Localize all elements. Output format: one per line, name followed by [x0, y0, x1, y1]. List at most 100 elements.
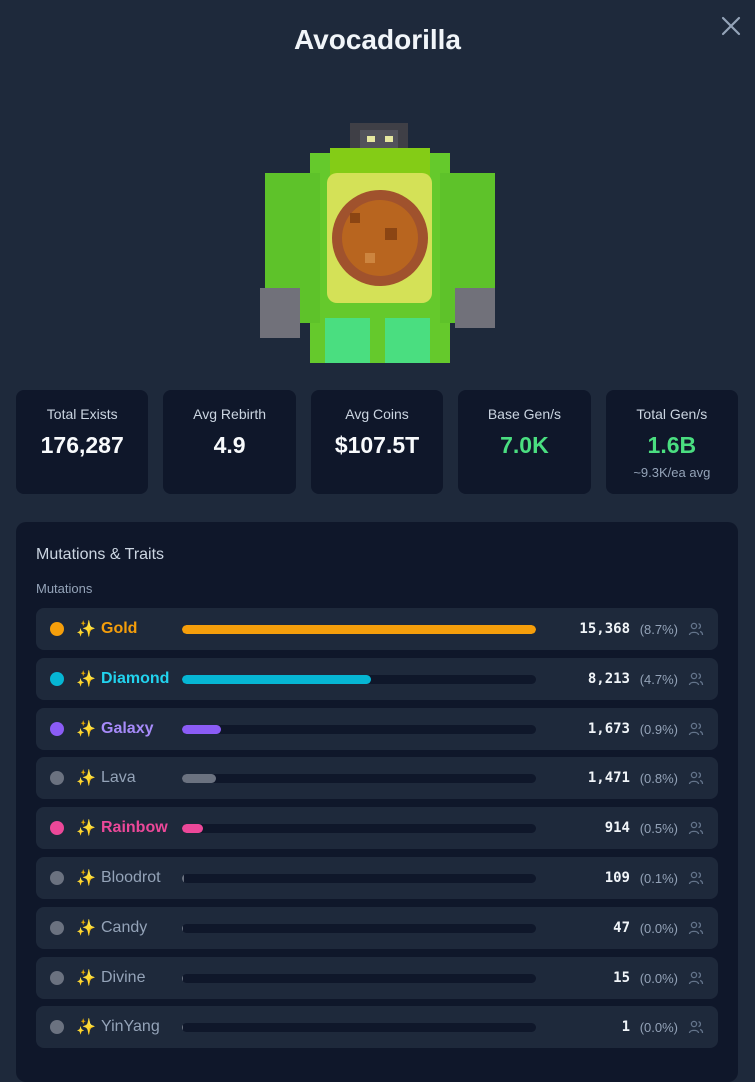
mutation-color-dot — [50, 970, 64, 985]
users-icon[interactable] — [688, 721, 704, 737]
users-icon[interactable] — [688, 970, 704, 986]
stats-row: Total Exists 176,287 Avg Rebirth 4.9 Avg… — [16, 390, 739, 494]
stat-label: Total Exists — [46, 406, 118, 422]
stat-subtext: ~9.3K/ea avg — [633, 465, 711, 480]
stat-label: Avg Rebirth — [193, 406, 267, 422]
mutation-bar-fill — [182, 1023, 184, 1033]
sparkles-icon: ✨ — [76, 720, 96, 738]
stat-base-gen: Base Gen/s 7.0K — [458, 390, 591, 494]
stat-value: 1.6B — [647, 432, 697, 458]
sparkles-icon: ✨ — [76, 621, 96, 638]
sparkles-icon: ✨ — [76, 919, 96, 937]
sparkles-icon: ✨ — [76, 670, 96, 688]
stat-value: 4.9 — [213, 432, 246, 458]
mutation-row[interactable]: ✨ YinYang 1 (0.0%) — [36, 1006, 718, 1049]
mutation-name: Gold — [101, 620, 138, 637]
mutation-percent: (4.7%) — [639, 671, 678, 687]
stat-total-exists: Total Exists 176,287 — [16, 390, 149, 494]
mutation-bar-track — [182, 774, 536, 784]
mutations-panel: Mutations & Traits Mutations ✨ Gold 15,368… — [16, 522, 738, 1082]
stat-value: 176,287 — [40, 432, 124, 458]
sparkles-icon: ✨ — [76, 969, 96, 987]
mutation-percent: (0.0%) — [639, 920, 678, 936]
mutation-bar-fill — [182, 674, 372, 684]
sparkles-icon: ✨ — [76, 1019, 96, 1037]
mutation-bar-fill — [182, 625, 536, 634]
mutation-row[interactable]: ✨ Diamond 8,213 (4.7%) — [36, 657, 718, 700]
mutation-color-dot — [50, 771, 64, 786]
mutation-percent: (0.0%) — [639, 970, 678, 986]
mutation-bar-track — [182, 824, 536, 834]
mutation-name: Galaxy — [101, 719, 154, 737]
mutation-color-dot — [50, 870, 64, 885]
mutation-percent: (0.5%) — [639, 821, 678, 837]
mutation-row[interactable]: ✨ Candy 47 (0.0%) — [36, 906, 718, 949]
mutation-bar-track — [182, 625, 536, 634]
stat-avg-rebirth: Avg Rebirth 4.9 — [163, 390, 296, 494]
mutation-row[interactable]: ✨ Divine 15 (0.0%) — [36, 956, 718, 999]
stat-value: 7.0K — [500, 432, 549, 458]
sparkles-icon: ✨ — [76, 869, 96, 887]
panel-subtitle: Mutations — [36, 581, 93, 596]
stat-label: Avg Coins — [345, 406, 409, 422]
mutation-name: Candy — [101, 918, 148, 936]
mutation-color-dot — [50, 671, 64, 686]
mutation-bar-track — [182, 674, 536, 684]
mutation-name: YinYang — [101, 1018, 160, 1036]
mutation-bar-track — [182, 724, 536, 734]
mutation-name: Diamond — [101, 669, 170, 687]
mutation-bar-fill — [182, 923, 184, 933]
mutation-bar-fill — [182, 873, 185, 883]
mutation-list: ✨ Gold 15,368 (8.7%) ✨ Diamond 8,213 (4.7%) ✨ Gal… — [36, 608, 718, 1056]
stat-label: Total Gen/s — [636, 406, 708, 422]
mutation-name: Bloodrot — [101, 868, 161, 886]
mutation-percent: (0.1%) — [639, 870, 678, 886]
mutation-count: 8,213 — [587, 670, 630, 687]
mutation-bar-fill — [182, 724, 221, 734]
mutation-bar-fill — [182, 774, 216, 784]
mutation-name: Rainbow — [101, 819, 168, 837]
mutation-percent: (0.0%) — [639, 1020, 678, 1036]
mutation-percent: (0.8%) — [639, 771, 678, 787]
mutation-row[interactable]: ✨ Rainbow 914 (0.5%) — [36, 807, 718, 850]
mutation-bar-track — [182, 973, 536, 983]
mutation-count: 15 — [613, 969, 630, 986]
mutation-row[interactable]: ✨ Lava 1,471 (0.8%) — [36, 757, 718, 800]
mutation-count: 15,368 — [579, 621, 630, 637]
sparkles-icon: ✨ — [76, 820, 96, 838]
mutation-name: Lava — [101, 769, 136, 787]
mutation-count: 109 — [604, 869, 630, 886]
users-icon[interactable] — [688, 621, 704, 637]
mutation-bar-track — [182, 873, 536, 883]
mutation-bar-fill — [182, 824, 204, 834]
users-icon[interactable] — [688, 770, 704, 786]
mutation-name: Divine — [101, 968, 146, 986]
mutation-bar-track — [182, 1023, 536, 1033]
mutation-color-dot — [50, 721, 64, 736]
users-icon[interactable] — [688, 870, 704, 886]
users-icon[interactable] — [688, 920, 704, 936]
mutation-bar-track — [182, 923, 536, 933]
mutation-row[interactable]: ✨ Galaxy 1,673 (0.9%) — [36, 707, 718, 750]
close-icon[interactable] — [719, 14, 743, 38]
mutation-count: 1,471 — [587, 770, 630, 787]
panel-title: Mutations & Traits — [36, 546, 165, 563]
mutation-bar-fill — [182, 973, 184, 983]
avocadorilla-image — [255, 118, 500, 368]
mutation-percent: (0.9%) — [639, 721, 678, 737]
mutation-color-dot — [50, 920, 64, 935]
mutation-color-dot — [50, 622, 64, 636]
mutation-row[interactable]: ✨ Gold 15,368 (8.7%) — [36, 608, 718, 650]
mutation-count: 1 — [621, 1019, 630, 1036]
mutation-percent: (8.7%) — [639, 622, 678, 637]
stat-value: $107.5T — [334, 432, 420, 458]
mutation-color-dot — [50, 1020, 64, 1035]
stat-avg-coins: Avg Coins $107.5T — [310, 390, 444, 494]
mutation-count: 47 — [613, 919, 630, 936]
mutation-count: 914 — [604, 820, 630, 837]
mutation-row[interactable]: ✨ Bloodrot 109 (0.1%) — [36, 856, 718, 899]
users-icon[interactable] — [688, 1019, 704, 1035]
users-icon[interactable] — [688, 671, 704, 687]
sparkles-icon: ✨ — [76, 770, 96, 788]
users-icon[interactable] — [688, 820, 704, 836]
